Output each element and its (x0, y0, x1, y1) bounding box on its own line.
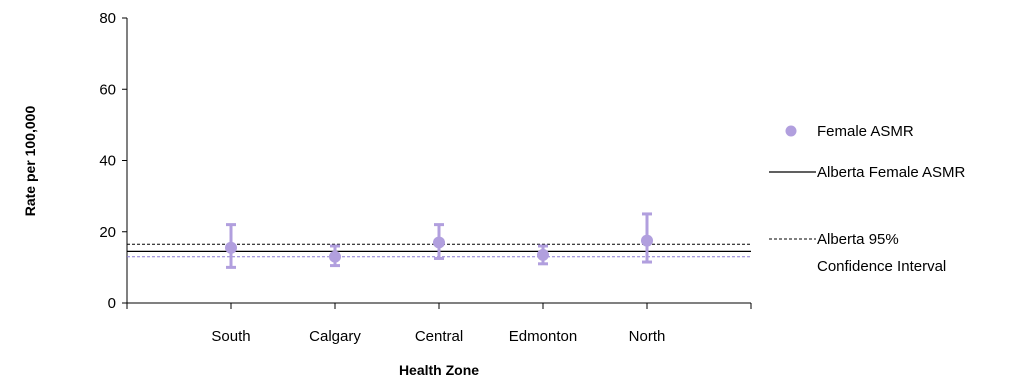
data-point (433, 236, 445, 249)
y-tick-label: 60 (99, 81, 116, 98)
legend: Female ASMR Alberta Female ASMR Alberta 95… (769, 123, 966, 275)
legend-label-alberta-asmr: Alberta Female ASMR (817, 164, 966, 181)
data-point (537, 248, 549, 261)
data-marks (127, 212, 751, 269)
y-tick-label: 80 (99, 10, 116, 27)
y-axis-title: Rate per 100,000 (22, 106, 38, 217)
legend-label-ci-line1: Alberta 95% (817, 231, 899, 248)
x-tick-label: North (629, 328, 666, 345)
x-tick-label: Calgary (309, 328, 361, 345)
x-tick-label: South (211, 328, 250, 345)
legend-marker (785, 125, 797, 137)
data-point (329, 250, 341, 263)
y-tick-label: 20 (99, 224, 116, 241)
x-axis-title: Health Zone (399, 362, 479, 378)
legend-label-ci-line2: Confidence Interval (817, 258, 946, 275)
data-point (641, 234, 653, 247)
x-tick-label: Central (415, 328, 463, 345)
data-point (225, 241, 237, 254)
y-tick-label: 40 (99, 153, 116, 170)
x-tick-label: Edmonton (509, 328, 577, 345)
axes: 0 20 40 60 80 South Calgary Central Edmonton Nort… (99, 10, 752, 345)
y-tick-label: 0 (108, 295, 116, 312)
legend-label-female-asmr: Female ASMR (817, 123, 914, 140)
